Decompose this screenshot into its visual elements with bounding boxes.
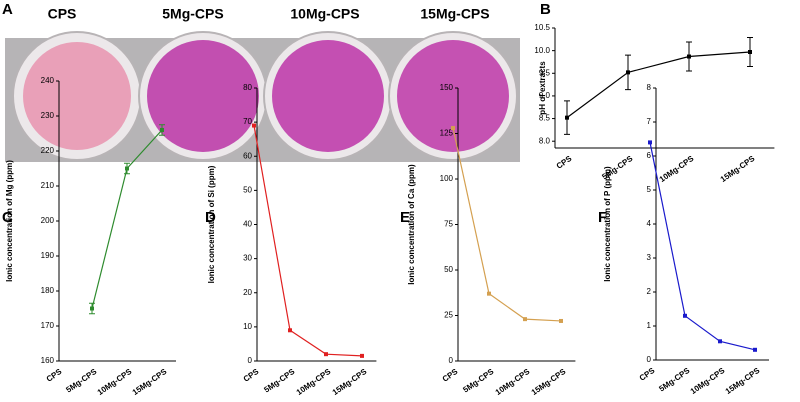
y-tick-label: 50 xyxy=(444,265,453,274)
y-tick-label: 6 xyxy=(647,151,652,160)
marker xyxy=(160,128,164,132)
y-tick-label: 180 xyxy=(41,286,55,295)
y-tick-label: 60 xyxy=(243,151,252,160)
y-tick-label: 10 xyxy=(243,322,252,331)
y-tick-label: 80 xyxy=(243,83,252,92)
marker xyxy=(718,339,722,344)
y-tick-label: 5 xyxy=(647,185,652,194)
marker xyxy=(360,353,364,358)
marker xyxy=(687,54,691,59)
panel-letter: F xyxy=(598,209,607,226)
well xyxy=(147,40,259,152)
panel-letter: B xyxy=(540,1,551,18)
marker xyxy=(451,126,455,131)
marker xyxy=(523,317,527,322)
y-tick-label: 70 xyxy=(243,117,252,126)
marker xyxy=(626,70,630,75)
photo-label: 15Mg-CPS xyxy=(420,6,489,22)
series-line xyxy=(253,125,363,357)
marker xyxy=(683,313,687,318)
photo-label: 10Mg-CPS xyxy=(290,6,359,22)
y-tick-label: 4 xyxy=(647,219,652,228)
y-tick-label: 10.5 xyxy=(534,23,550,32)
y-tick-label: 0 xyxy=(449,356,454,365)
y-tick-label: 170 xyxy=(41,321,55,330)
y-tick-label: 150 xyxy=(440,83,454,92)
panel-letter: A xyxy=(2,1,13,18)
y-tick-label: 30 xyxy=(243,254,252,263)
y-axis-title: Ionic concentration of P (ppm) xyxy=(603,166,612,282)
y-tick-label: 0 xyxy=(647,355,652,364)
well xyxy=(397,40,509,152)
series-line xyxy=(566,51,751,119)
y-tick-label: 160 xyxy=(41,356,55,365)
marker xyxy=(252,123,256,128)
y-tick-label: 8 xyxy=(647,83,652,92)
photo-label: CPS xyxy=(48,6,77,22)
y-tick-label: 50 xyxy=(243,185,252,194)
panel-letter: D xyxy=(205,209,216,226)
y-tick-label: 100 xyxy=(440,174,454,183)
marker xyxy=(90,306,94,311)
y-tick-label: 2 xyxy=(647,287,652,296)
y-tick-label: 75 xyxy=(444,220,453,229)
y-tick-label: 7 xyxy=(647,117,652,126)
series-line xyxy=(649,142,756,351)
marker xyxy=(648,140,652,145)
y-tick-label: 8.0 xyxy=(539,136,551,145)
y-tick-label: 125 xyxy=(440,129,454,138)
y-tick-label: 25 xyxy=(444,311,453,320)
marker xyxy=(565,115,569,120)
well xyxy=(23,42,131,150)
wells xyxy=(12,31,518,161)
y-tick-label: 1 xyxy=(647,321,652,330)
y-tick-label: 200 xyxy=(41,216,55,225)
y-axis-title: Ionic concentration of Mg (ppm) xyxy=(5,160,14,282)
y-axis-title: Ionic concentration of Ca (ppm) xyxy=(407,164,416,285)
photo-label: 5Mg-CPS xyxy=(162,6,223,22)
y-tick-label: 240 xyxy=(41,76,55,85)
marker xyxy=(753,347,757,352)
y-axis-title: Ionic concentration of Si (ppm) xyxy=(207,165,216,283)
y-tick-label: 8.5 xyxy=(539,114,551,123)
panel-letter: E xyxy=(400,209,410,226)
y-tick-label: 10.0 xyxy=(534,46,550,55)
marker xyxy=(559,318,563,323)
y-tick-label: 190 xyxy=(41,251,55,260)
y-tick-label: 230 xyxy=(41,111,55,120)
y-tick-label: 0 xyxy=(248,356,253,365)
y-tick-label: 40 xyxy=(243,220,252,229)
panel-letter: C xyxy=(2,209,13,226)
y-tick-label: 20 xyxy=(243,288,252,297)
y-tick-label: 210 xyxy=(41,181,55,190)
marker xyxy=(487,291,491,296)
marker xyxy=(324,352,328,357)
marker xyxy=(125,166,129,171)
y-tick-label: 220 xyxy=(41,146,55,155)
series-line xyxy=(452,127,562,322)
marker xyxy=(288,328,292,333)
y-tick-label: 3 xyxy=(647,253,652,262)
marker xyxy=(748,50,752,54)
y-tick-label: 9.0 xyxy=(539,91,551,100)
well xyxy=(272,40,384,152)
y-tick-label: 9.5 xyxy=(539,68,551,77)
y-axis-title: pH of extracts xyxy=(538,61,547,115)
